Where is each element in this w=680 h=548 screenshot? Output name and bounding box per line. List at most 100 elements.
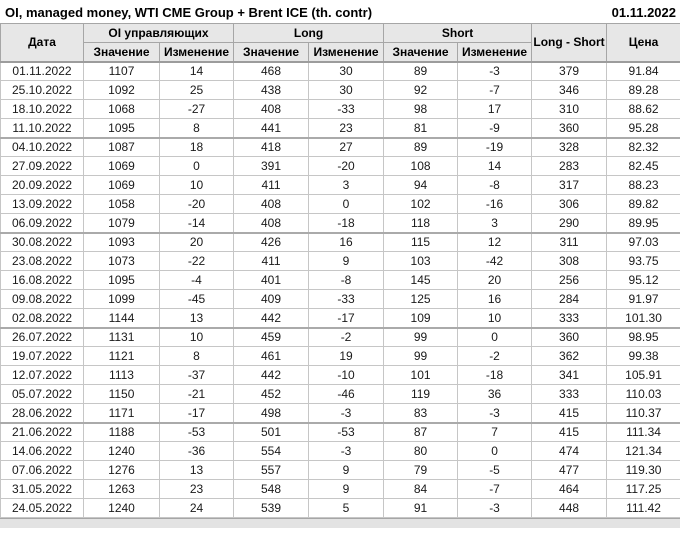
long-short-cell: 290 [531,213,608,233]
short-value-cell: 84 [383,479,459,499]
oi-value-cell: 1073 [83,251,160,271]
short-value-cell: 115 [383,231,459,252]
oi-change-cell: -27 [158,99,235,119]
date-cell: 31.05.2022 [0,479,84,499]
long-change-cell: 3 [308,175,385,195]
table-row: 19.07.2022 1121 8 461 19 99 -2 362 99.38 [0,346,680,366]
date-cell: 12.07.2022 [0,365,84,385]
price-cell: 111.34 [606,421,680,442]
long-short-cell: 360 [531,326,608,347]
table-row: 25.10.2022 1092 25 438 30 92 -7 346 89.2… [0,80,680,100]
long-value-cell: 401 [233,270,310,290]
table-row: 20.09.2022 1069 10 411 3 94 -8 317 88.23 [0,175,680,195]
date-cell: 23.08.2022 [0,251,84,271]
oi-change-cell: 10 [158,326,235,347]
date-cell: 27.09.2022 [0,156,84,176]
table-row: 21.06.2022 1188 -53 501 -53 87 7 415 111… [0,421,680,442]
price-cell: 105.91 [606,365,680,385]
table-row: 18.10.2022 1068 -27 408 -33 98 17 310 88… [0,99,680,119]
oi-change-cell: -45 [158,289,235,309]
date-cell: 25.10.2022 [0,80,84,100]
long-value-cell: 498 [233,403,310,423]
oi-change-cell: 18 [158,136,235,157]
table-row: 13.09.2022 1058 -20 408 0 102 -16 306 89… [0,194,680,214]
table-row: 01.11.2022 1107 14 468 30 89 -3 379 91.8… [0,61,680,81]
long-change-cell: 5 [308,498,385,518]
long-change-cell: -17 [308,308,385,328]
price-cell: 101.30 [606,308,680,328]
oi-value-cell: 1113 [83,365,160,385]
short-value-cell: 87 [383,421,459,442]
oi-value-cell: 1131 [83,326,160,347]
table-row: 27.09.2022 1069 0 391 -20 108 14 283 82.… [0,156,680,176]
short-value-cell: 80 [383,441,459,461]
long-change-cell: -46 [308,384,385,404]
oi-change-cell: 0 [158,156,235,176]
short-change-cell: 17 [457,99,533,119]
subheader-long-change: Изменение [308,42,385,62]
long-short-cell: 346 [531,80,608,100]
next-section-edge [0,518,680,528]
long-value-cell: 408 [233,99,310,119]
date-cell: 18.10.2022 [0,99,84,119]
long-change-cell: -33 [308,289,385,309]
long-change-cell: -2 [308,326,385,347]
oi-change-cell: -14 [158,213,235,233]
long-value-cell: 418 [233,136,310,157]
oi-value-cell: 1069 [83,175,160,195]
oi-change-cell: 25 [158,80,235,100]
column-header-price: Цена [606,23,680,62]
short-change-cell: 7 [457,421,533,442]
long-short-cell: 341 [531,365,608,385]
date-cell: 30.08.2022 [0,231,84,252]
oi-value-cell: 1144 [83,308,160,328]
long-short-cell: 415 [531,421,608,442]
short-value-cell: 99 [383,346,459,366]
short-change-cell: -19 [457,136,533,157]
long-short-cell: 362 [531,346,608,366]
short-change-cell: 3 [457,213,533,233]
long-change-cell: -53 [308,421,385,442]
price-cell: 97.03 [606,231,680,252]
price-cell: 99.38 [606,346,680,366]
short-change-cell: -8 [457,175,533,195]
short-value-cell: 81 [383,118,459,138]
oi-change-cell: -22 [158,251,235,271]
date-cell: 04.10.2022 [0,136,84,157]
long-change-cell: 9 [308,251,385,271]
date-cell: 02.08.2022 [0,308,84,328]
long-value-cell: 554 [233,441,310,461]
long-short-cell: 284 [531,289,608,309]
table-body: 01.11.2022 1107 14 468 30 89 -3 379 91.8… [0,61,680,518]
short-value-cell: 89 [383,61,459,81]
oi-value-cell: 1240 [83,498,160,518]
subheader-oi-value: Значение [83,42,160,62]
table-row: 07.06.2022 1276 13 557 9 79 -5 477 119.3… [0,460,680,480]
long-value-cell: 441 [233,118,310,138]
oi-change-cell: 10 [158,175,235,195]
price-cell: 82.32 [606,136,680,157]
column-group-oi: OI управляющих [82,23,235,43]
long-short-cell: 477 [531,460,608,480]
price-cell: 88.23 [606,175,680,195]
date-cell: 26.07.2022 [0,326,84,347]
short-value-cell: 101 [383,365,459,385]
report-date: 01.11.2022 [611,4,676,20]
long-change-cell: -3 [308,403,385,423]
long-value-cell: 411 [233,251,310,271]
date-cell: 06.09.2022 [0,213,84,233]
long-value-cell: 442 [233,365,310,385]
short-value-cell: 83 [383,403,459,423]
table-row: 28.06.2022 1171 -17 498 -3 83 -3 415 110… [0,403,680,423]
short-value-cell: 145 [383,270,459,290]
price-cell: 89.95 [606,213,680,233]
date-cell: 21.06.2022 [0,421,84,442]
long-short-cell: 311 [531,231,608,252]
table-row: 30.08.2022 1093 20 426 16 115 12 311 97.… [0,231,680,252]
date-cell: 14.06.2022 [0,441,84,461]
oi-value-cell: 1171 [83,403,160,423]
long-change-cell: 30 [308,61,385,81]
price-cell: 89.82 [606,194,680,214]
long-value-cell: 391 [233,156,310,176]
subheader-oi-change: Изменение [158,42,235,62]
